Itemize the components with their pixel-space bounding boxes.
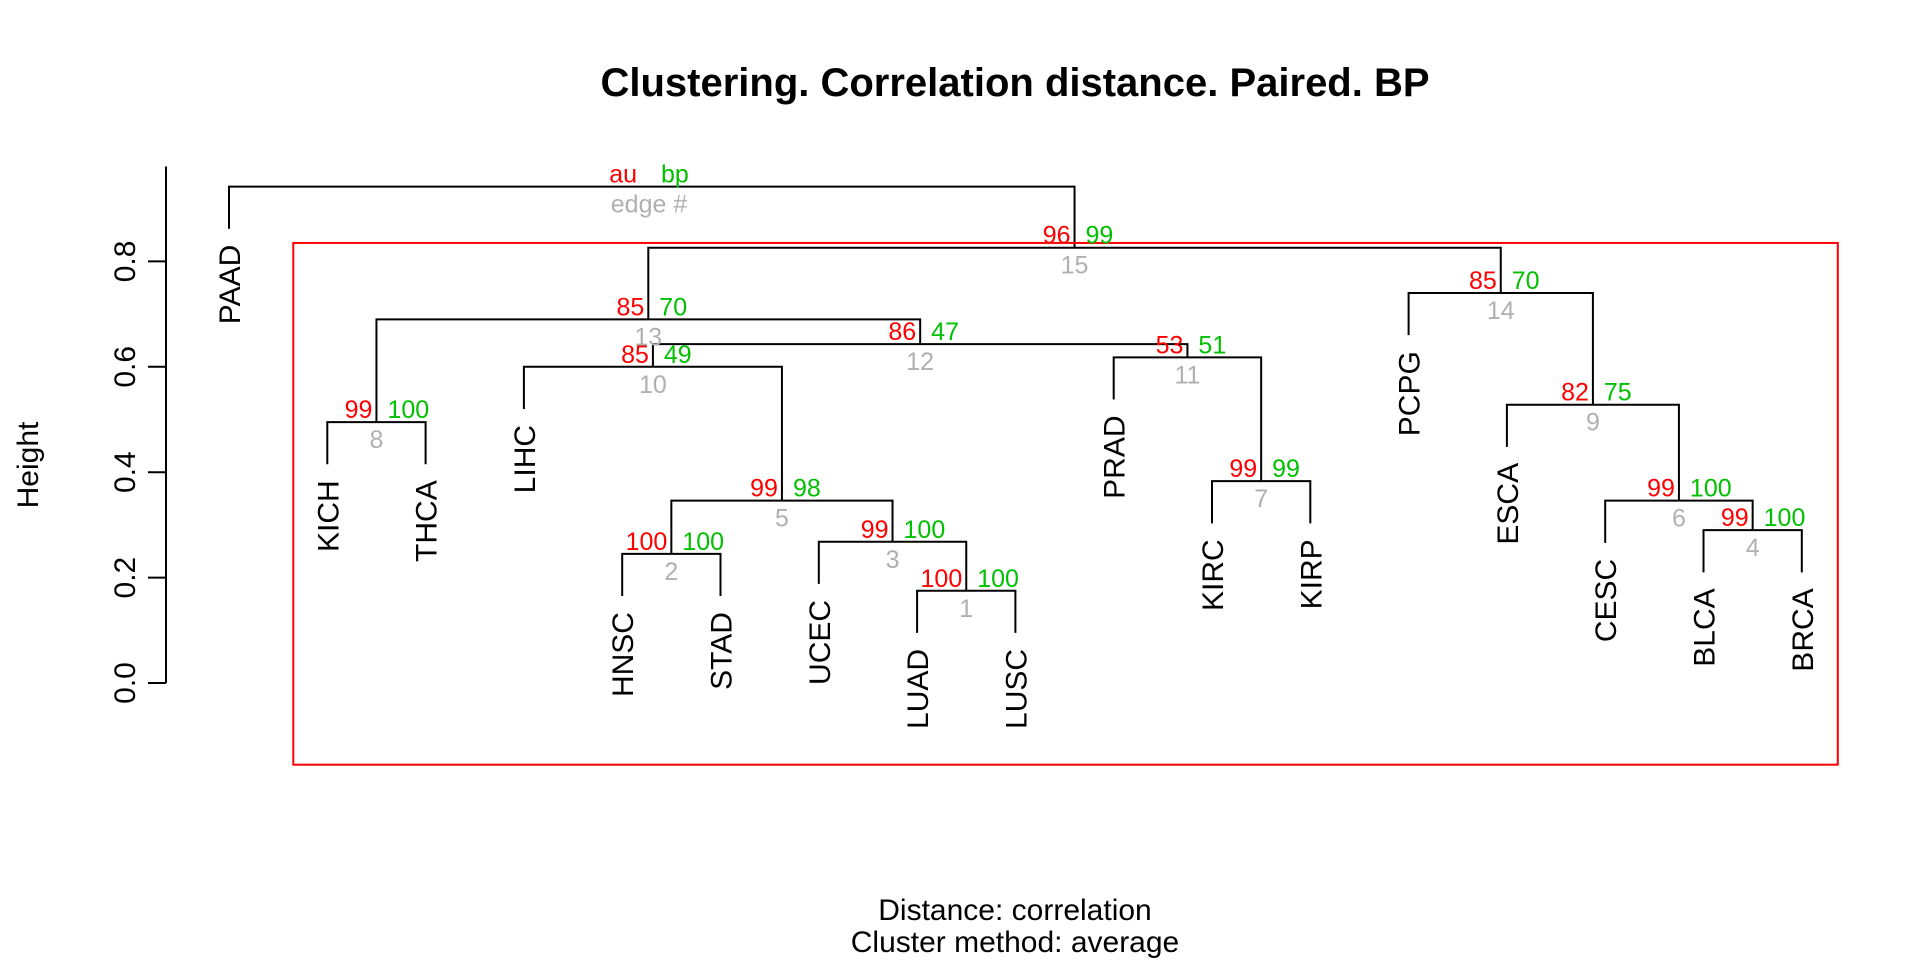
y-tick-label: 0.8 (109, 241, 142, 283)
bp-value: 99 (1086, 222, 1114, 250)
au-value: 99 (1721, 504, 1749, 532)
y-tick-label: 0.6 (109, 346, 142, 388)
leaf-label: ESCA (1492, 463, 1525, 545)
leaf-label: CESC (1590, 559, 1623, 642)
edge-number: 6 (1672, 505, 1686, 533)
leaf-label: PRAD (1099, 415, 1132, 498)
bp-value: 99 (1272, 455, 1300, 483)
au-value: 85 (621, 341, 649, 369)
edge-number: 8 (369, 426, 383, 454)
bp-value: 100 (977, 565, 1019, 593)
bp-value: 100 (387, 396, 429, 424)
au-value: 96 (1043, 222, 1071, 250)
leaf-label: HNSC (607, 612, 640, 697)
au-value: 85 (1469, 267, 1497, 295)
leaf-label: PAAD (214, 245, 247, 324)
y-tick-label: 0.0 (109, 662, 142, 704)
bp-value: 47 (931, 318, 959, 346)
chart-title: Clustering. Correlation distance. Paired… (600, 61, 1429, 105)
bp-legend-label: bp (661, 161, 689, 189)
x-axis-label-method: Cluster method: average (851, 926, 1180, 959)
bp-value: 70 (659, 293, 687, 321)
bp-value: 70 (1512, 267, 1540, 295)
dendrogram-tree (228, 185, 1839, 766)
edge-number: 7 (1254, 485, 1268, 513)
y-tick-label: 0.2 (109, 557, 142, 599)
edge-number: 12 (906, 348, 934, 376)
bp-value: 100 (682, 528, 724, 556)
edge-number: 5 (775, 505, 789, 533)
leaf-labels: PAAD KICH THCA LIHC HNSC STAD UCEC LUAD LUSC PRAD… (214, 245, 1820, 729)
edge-number: 11 (1174, 361, 1200, 389)
y-axis: 0.0 0.2 0.4 0.6 0.8 (109, 166, 167, 704)
bp-value: 100 (1690, 475, 1732, 503)
edge-legend-label: edge # (611, 191, 688, 219)
bp-value: 98 (793, 475, 821, 503)
leaf-label: BRCA (1787, 588, 1820, 671)
au-value: 100 (626, 528, 668, 556)
edge-number: 3 (886, 546, 900, 574)
leaf-label: LIHC (509, 425, 542, 493)
bp-value: 75 (1604, 379, 1632, 407)
edge-number: 9 (1586, 409, 1600, 437)
x-axis-label-distance: Distance: correlation (878, 894, 1151, 927)
highlight-cluster-box (292, 241, 1839, 766)
leaf-label: THCA (411, 480, 444, 562)
edge-number: 15 (1061, 252, 1089, 280)
au-value: 99 (861, 516, 889, 544)
leaf-label: STAD (706, 612, 739, 690)
leaf-label: KIRP (1295, 539, 1328, 609)
dendrogram-link (228, 185, 1076, 248)
y-tick-label: 0.4 (109, 451, 142, 493)
edge-number: 1 (959, 595, 973, 623)
au-value: 99 (1647, 475, 1675, 503)
au-legend-label: au (609, 161, 637, 189)
au-value: 85 (616, 293, 644, 321)
bp-value: 51 (1198, 331, 1226, 359)
leaf-label: BLCA (1689, 588, 1722, 666)
bp-value: 49 (664, 341, 692, 369)
leaf-label: PCPG (1394, 351, 1427, 436)
leaf-label: LUAD (902, 649, 935, 729)
edge-number: 13 (634, 323, 662, 351)
au-value: 86 (888, 318, 916, 346)
au-value: 99 (1229, 455, 1257, 483)
edge-number: 10 (639, 371, 667, 399)
edge-number: 14 (1487, 297, 1515, 325)
au-value: 99 (345, 396, 373, 424)
leaf-label: UCEC (804, 600, 837, 685)
au-value: 100 (921, 565, 963, 593)
leaf-label: LUSC (1000, 649, 1033, 729)
y-axis-label: Height (12, 421, 45, 508)
leaf-label: KIRC (1197, 539, 1230, 611)
bp-value: 100 (1764, 504, 1806, 532)
edge-number: 2 (664, 558, 678, 586)
bp-value: 100 (904, 516, 946, 544)
au-value: 82 (1561, 379, 1589, 407)
leaf-label: KICH (312, 480, 345, 552)
au-value: 99 (750, 475, 778, 503)
au-value: 53 (1156, 331, 1184, 359)
edge-number: 4 (1746, 534, 1760, 562)
